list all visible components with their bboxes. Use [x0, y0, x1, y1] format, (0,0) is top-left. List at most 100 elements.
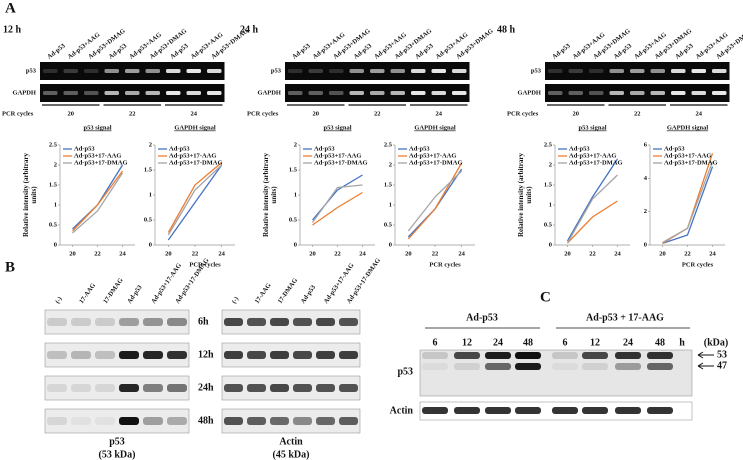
band [422, 407, 448, 414]
series-line [566, 174, 618, 244]
y-tick-label: 2.5 [544, 141, 553, 148]
band [552, 352, 578, 359]
lane-label: (-) [54, 296, 63, 305]
band [270, 384, 289, 392]
band [515, 352, 541, 359]
lane-label: Ad-p53 [46, 42, 67, 61]
y-tick-label: 1 [294, 191, 297, 198]
band [167, 384, 187, 392]
band [247, 351, 266, 359]
band [411, 91, 426, 95]
lane-label: 12 [462, 337, 472, 348]
band [712, 69, 727, 73]
series-line [311, 184, 363, 223]
lane-label: Ad-p53 [291, 42, 312, 61]
band [224, 351, 243, 359]
band [691, 69, 706, 73]
band [390, 91, 405, 95]
y-tick-label: 0.5 [144, 216, 153, 223]
legend-label: Ad-p53+17-DMAG [569, 159, 623, 166]
marker-label: 53 [717, 349, 727, 360]
pcr-cycle: 22 [129, 110, 136, 117]
y-axis-label-text: Relative intensity (arbitrary units) [22, 153, 38, 237]
pcr-label: PCR cycles [247, 110, 279, 117]
row-label: p53 [271, 67, 282, 74]
x-tick-label: 20 [564, 250, 571, 257]
band [568, 69, 583, 73]
band [339, 351, 358, 359]
band [671, 69, 686, 73]
series-line [662, 161, 714, 244]
x-tick-label: 24 [614, 250, 621, 257]
band [207, 91, 222, 95]
pcr-cycle: 24 [436, 110, 443, 117]
lane-label: 17-AAG [78, 282, 97, 305]
series-line [407, 162, 463, 240]
series-line [407, 170, 463, 232]
band [647, 363, 673, 370]
band [71, 318, 91, 326]
blot-name: Actin [279, 436, 303, 447]
band [615, 363, 641, 370]
time-label: 24 h [240, 24, 259, 35]
band [454, 363, 480, 370]
x-axis-label: PCR cycles [189, 261, 221, 268]
band [47, 318, 67, 326]
series-line [662, 166, 714, 244]
series-line [72, 164, 124, 230]
band [167, 351, 187, 359]
band [370, 91, 385, 95]
y-tick-label: 2 [389, 161, 392, 168]
band [47, 417, 67, 425]
band [712, 91, 727, 95]
y-tick-label: 1 [54, 201, 57, 208]
band [582, 407, 608, 414]
band [647, 352, 673, 359]
band [349, 91, 364, 95]
lane-label: 6 [433, 337, 438, 348]
row-label: p53 [26, 67, 37, 74]
band [671, 91, 686, 95]
x-tick-label: 22 [334, 250, 341, 257]
blot [44, 342, 190, 368]
arrow [697, 362, 714, 370]
band [145, 91, 160, 95]
series-line [312, 191, 363, 226]
lane-label: 48 [655, 337, 665, 348]
time-label: 12 h [3, 24, 22, 35]
band [71, 351, 91, 359]
lane-label: 17-DMAG [102, 277, 125, 305]
x-tick-label: 22 [94, 250, 101, 257]
band [224, 384, 243, 392]
band [650, 69, 665, 73]
series-line [72, 170, 124, 232]
row-label: p53 [531, 67, 542, 74]
row-label: 6h [198, 316, 209, 327]
blot [221, 375, 361, 401]
y-tick-label: 1.5 [544, 181, 553, 188]
band [691, 91, 706, 95]
panel-label: A [5, 0, 16, 16]
blot-size: (53 kDa) [99, 449, 136, 460]
row-label: GAPDH [258, 89, 281, 96]
band [568, 91, 583, 95]
band [270, 318, 289, 326]
band [119, 417, 139, 425]
y-tick-label: 0 [149, 241, 152, 248]
arrow [697, 351, 714, 359]
series-line [662, 153, 714, 244]
y-tick-label: 2 [294, 141, 297, 148]
band [515, 363, 541, 370]
y-tick-label: 2 [54, 161, 57, 168]
lane-label: (-) [231, 296, 240, 305]
y-tick-label: 6 [644, 141, 648, 148]
band [454, 407, 480, 414]
x-tick-label: 22 [192, 250, 199, 257]
marker-label: 47 [717, 360, 727, 371]
band [308, 69, 323, 73]
band [454, 352, 480, 359]
pcr-cycle: 22 [374, 110, 381, 117]
band [650, 91, 665, 95]
band [293, 384, 312, 392]
